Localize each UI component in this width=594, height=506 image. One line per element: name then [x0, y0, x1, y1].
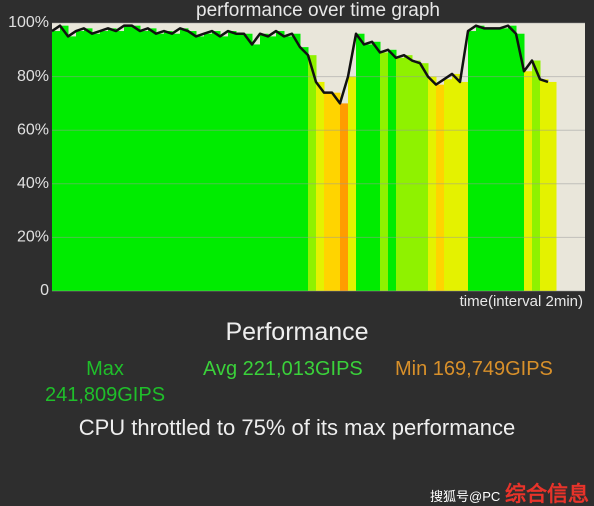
performance-bar	[148, 28, 157, 292]
performance-bar	[364, 44, 373, 291]
performance-bar	[164, 31, 173, 291]
performance-bar	[380, 52, 389, 292]
performance-bar	[412, 60, 421, 291]
performance-bar	[132, 25, 141, 292]
y-tick-label: 100%	[8, 14, 49, 31]
avg-stat: Avg 221,013GIPS	[203, 358, 363, 380]
performance-bar	[196, 36, 205, 292]
y-tick-label: 80%	[17, 68, 49, 85]
performance-bar	[476, 25, 485, 292]
performance-bar	[548, 81, 557, 292]
performance-bar	[388, 49, 397, 291]
performance-bar	[500, 28, 509, 292]
performance-bar	[68, 36, 77, 292]
performance-bar	[124, 25, 133, 292]
performance-bar	[260, 33, 269, 291]
performance-bar	[444, 79, 453, 291]
performance-bar	[452, 73, 461, 291]
performance-bar	[204, 33, 213, 291]
performance-bar	[244, 33, 253, 291]
performance-bar	[356, 33, 365, 291]
performance-bar	[84, 28, 93, 292]
watermark-brand: 综合信息	[505, 483, 589, 506]
performance-bar	[292, 33, 301, 291]
performance-bar	[76, 31, 85, 291]
max-label: Max	[86, 358, 124, 380]
performance-bar	[404, 55, 413, 291]
performance-bar	[420, 63, 429, 292]
performance-bar	[308, 55, 317, 291]
performance-bar	[180, 28, 189, 292]
performance-bar	[212, 31, 221, 291]
x-axis-label: time(interval 2min)	[460, 293, 583, 310]
watermark-source: 搜狐号@PC	[430, 489, 501, 504]
performance-bar	[468, 31, 477, 291]
performance-bar	[92, 33, 101, 291]
performance-line	[51, 24, 549, 105]
performance-bar	[116, 31, 125, 291]
performance-bar	[140, 31, 149, 291]
performance-bar	[172, 33, 181, 291]
chart: performance over time graph 0 20% 40% 60% 80…	[8, 0, 585, 310]
y-tick-label: 20%	[17, 229, 49, 246]
performance-bar	[228, 31, 237, 291]
performance-bar	[252, 44, 261, 291]
y-tick-label: 40%	[17, 175, 49, 192]
performance-bar	[52, 31, 61, 291]
performance-bar	[340, 103, 349, 292]
performance-bar	[492, 28, 501, 292]
y-tick-label: 60%	[17, 121, 49, 138]
performance-bar	[372, 41, 381, 292]
performance-bar	[316, 81, 325, 292]
performance-bar	[436, 84, 445, 291]
performance-bar	[324, 92, 333, 292]
max-value: 241,809GIPS	[44, 384, 166, 406]
performance-bar	[276, 31, 285, 291]
performance-bar	[332, 92, 341, 292]
performance-bar	[532, 60, 541, 291]
throttle-message: CPU throttled to 75% of its max performa…	[78, 415, 516, 440]
performance-bar	[284, 36, 293, 292]
performance-bar	[60, 25, 69, 292]
performance-bar	[188, 31, 197, 291]
summary-title: Performance	[225, 318, 369, 346]
y-tick-label: 0	[40, 282, 49, 299]
min-stat: Min 169,749GIPS	[395, 358, 553, 380]
performance-bar	[108, 28, 117, 292]
performance-bar	[460, 81, 469, 292]
performance-bar	[484, 28, 493, 292]
performance-bar	[156, 33, 165, 291]
chart-title: performance over time graph	[196, 0, 440, 21]
max-stat: Max 241,809GIPS	[32, 356, 178, 408]
performance-bar	[524, 71, 533, 292]
performance-bar	[508, 25, 517, 292]
performance-bar	[540, 79, 549, 291]
performance-bar	[220, 36, 229, 292]
performance-bar	[100, 31, 109, 291]
performance-bar	[396, 57, 405, 292]
performance-bar	[300, 47, 309, 292]
performance-bar	[236, 33, 245, 291]
performance-bar	[516, 33, 525, 291]
performance-bar	[268, 36, 277, 292]
